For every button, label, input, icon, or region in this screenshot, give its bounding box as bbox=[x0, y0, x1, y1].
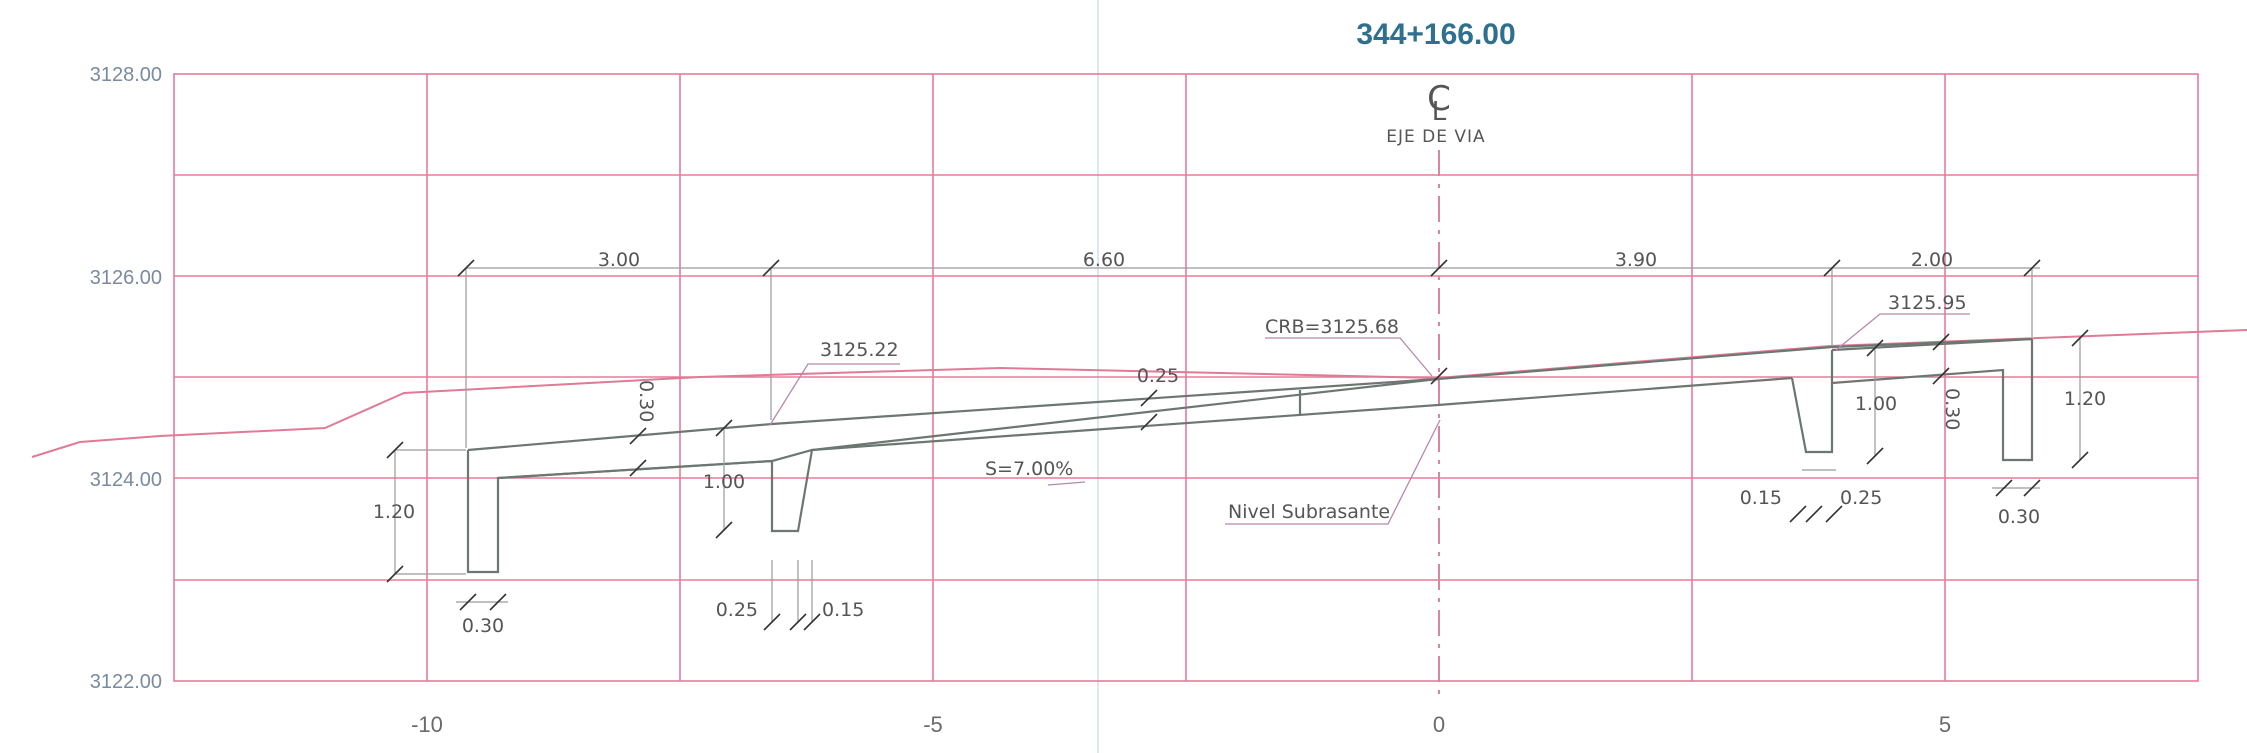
dim-tick bbox=[629, 459, 647, 477]
x-tick-label: -10 bbox=[411, 712, 443, 737]
x-tick-label: -5 bbox=[923, 712, 943, 737]
dim-top-2-00: 2.00 bbox=[1911, 249, 1953, 271]
dim-tick bbox=[2023, 259, 2041, 277]
crb-label: CRB=3125.68 bbox=[1265, 316, 1399, 338]
dim-tick bbox=[2071, 329, 2089, 347]
subgrade-line bbox=[497, 376, 1793, 480]
dim-top-3-90: 3.90 bbox=[1615, 249, 1657, 271]
dim-tick bbox=[386, 441, 404, 459]
pavement-thickness-label: 0.25 bbox=[1137, 365, 1179, 387]
leader-right-level bbox=[1835, 313, 1970, 351]
right-berm-top bbox=[1831, 337, 2033, 352]
left-ditch-offset-left: 0.25 bbox=[716, 599, 758, 621]
right-ditch-offset-left: 0.15 bbox=[1740, 487, 1782, 509]
y-axis: 3128.00 3126.00 3124.00 3122.00 bbox=[90, 64, 162, 693]
x-axis: -10 -5 0 5 bbox=[411, 712, 1951, 737]
centerline-symbol: C bbox=[1427, 79, 1451, 119]
dim-tick bbox=[386, 565, 404, 583]
extension-lines bbox=[394, 267, 2081, 622]
dim-tick bbox=[1140, 389, 1158, 407]
dim-top-6-60: 6.60 bbox=[1083, 249, 1125, 271]
left-wall-height: 1.20 bbox=[373, 501, 415, 523]
right-wall-width: 0.30 bbox=[1998, 506, 2040, 528]
dim-tick bbox=[789, 613, 807, 631]
dim-tick bbox=[763, 613, 781, 631]
right-ditch bbox=[1790, 350, 1834, 454]
dim-tick bbox=[1430, 259, 1448, 277]
y-tick-label: 3126.00 bbox=[90, 267, 162, 289]
right-ditch-offset-right: 0.25 bbox=[1840, 487, 1882, 509]
leader-subgrade bbox=[1225, 419, 1441, 525]
dim-tick bbox=[1789, 505, 1807, 523]
left-ditch-offset-right: 0.15 bbox=[822, 599, 864, 621]
pavement-surface bbox=[466, 337, 2033, 574]
dim-tick bbox=[1995, 479, 2013, 497]
y-tick-label: 3122.00 bbox=[90, 671, 162, 693]
dim-tick bbox=[457, 259, 475, 277]
x-tick-label: 5 bbox=[1939, 712, 1951, 737]
dim-tick bbox=[2023, 479, 2041, 497]
x-tick-label: 0 bbox=[1433, 712, 1445, 737]
natural-ground-line bbox=[31, 329, 2247, 458]
dim-tick bbox=[803, 613, 821, 631]
dim-top-3-00: 3.00 bbox=[598, 249, 640, 271]
dim-tick bbox=[489, 593, 507, 611]
left-level-label: 3125.22 bbox=[820, 339, 899, 361]
dim-tick bbox=[1823, 259, 1841, 277]
slope-arrow bbox=[1047, 481, 1086, 486]
dim-tick bbox=[1932, 333, 1950, 351]
pavement-top-left bbox=[467, 377, 1439, 452]
leader-left-level bbox=[769, 363, 900, 426]
subgrade-label: Nivel Subrasante bbox=[1228, 501, 1390, 523]
dim-tick bbox=[762, 259, 780, 277]
right-level-label: 3125.95 bbox=[1888, 292, 1967, 314]
dim-tick bbox=[1825, 505, 1843, 523]
dim-tick bbox=[1932, 367, 1950, 385]
leader-crb bbox=[1265, 337, 1433, 377]
dim-tick bbox=[1140, 413, 1158, 431]
dim-tick bbox=[2071, 451, 2089, 469]
centerline-subscript: L bbox=[1432, 97, 1447, 127]
leader-lines bbox=[769, 313, 1970, 525]
left-wall-width: 0.30 bbox=[462, 615, 504, 637]
right-berm-thickness: 0.30 bbox=[1941, 388, 1963, 430]
slope-label: S=7.00% bbox=[985, 458, 1073, 480]
dim-tick bbox=[715, 521, 733, 539]
dim-tick bbox=[1866, 339, 1884, 357]
dimension-ticks bbox=[386, 259, 2089, 631]
left-ditch-depth: 1.00 bbox=[703, 471, 745, 493]
y-tick-label: 3128.00 bbox=[90, 64, 162, 86]
station-label: 344+166.00 bbox=[1356, 18, 1515, 51]
dim-tick bbox=[1866, 447, 1884, 465]
left-berm-thickness: 0.30 bbox=[635, 380, 657, 422]
centerline-label: EJE DE VIA bbox=[1386, 127, 1485, 147]
right-ditch-depth: 1.00 bbox=[1855, 393, 1897, 415]
y-tick-label: 3124.00 bbox=[90, 469, 162, 491]
road-structure bbox=[466, 337, 2034, 574]
dim-tick bbox=[459, 593, 477, 611]
right-wall-height: 1.20 bbox=[2064, 388, 2106, 410]
dim-tick bbox=[1430, 367, 1448, 385]
dim-tick bbox=[629, 427, 647, 445]
dim-tick bbox=[1805, 505, 1823, 523]
right-berm bbox=[1831, 339, 2034, 462]
dim-tick bbox=[715, 419, 733, 437]
